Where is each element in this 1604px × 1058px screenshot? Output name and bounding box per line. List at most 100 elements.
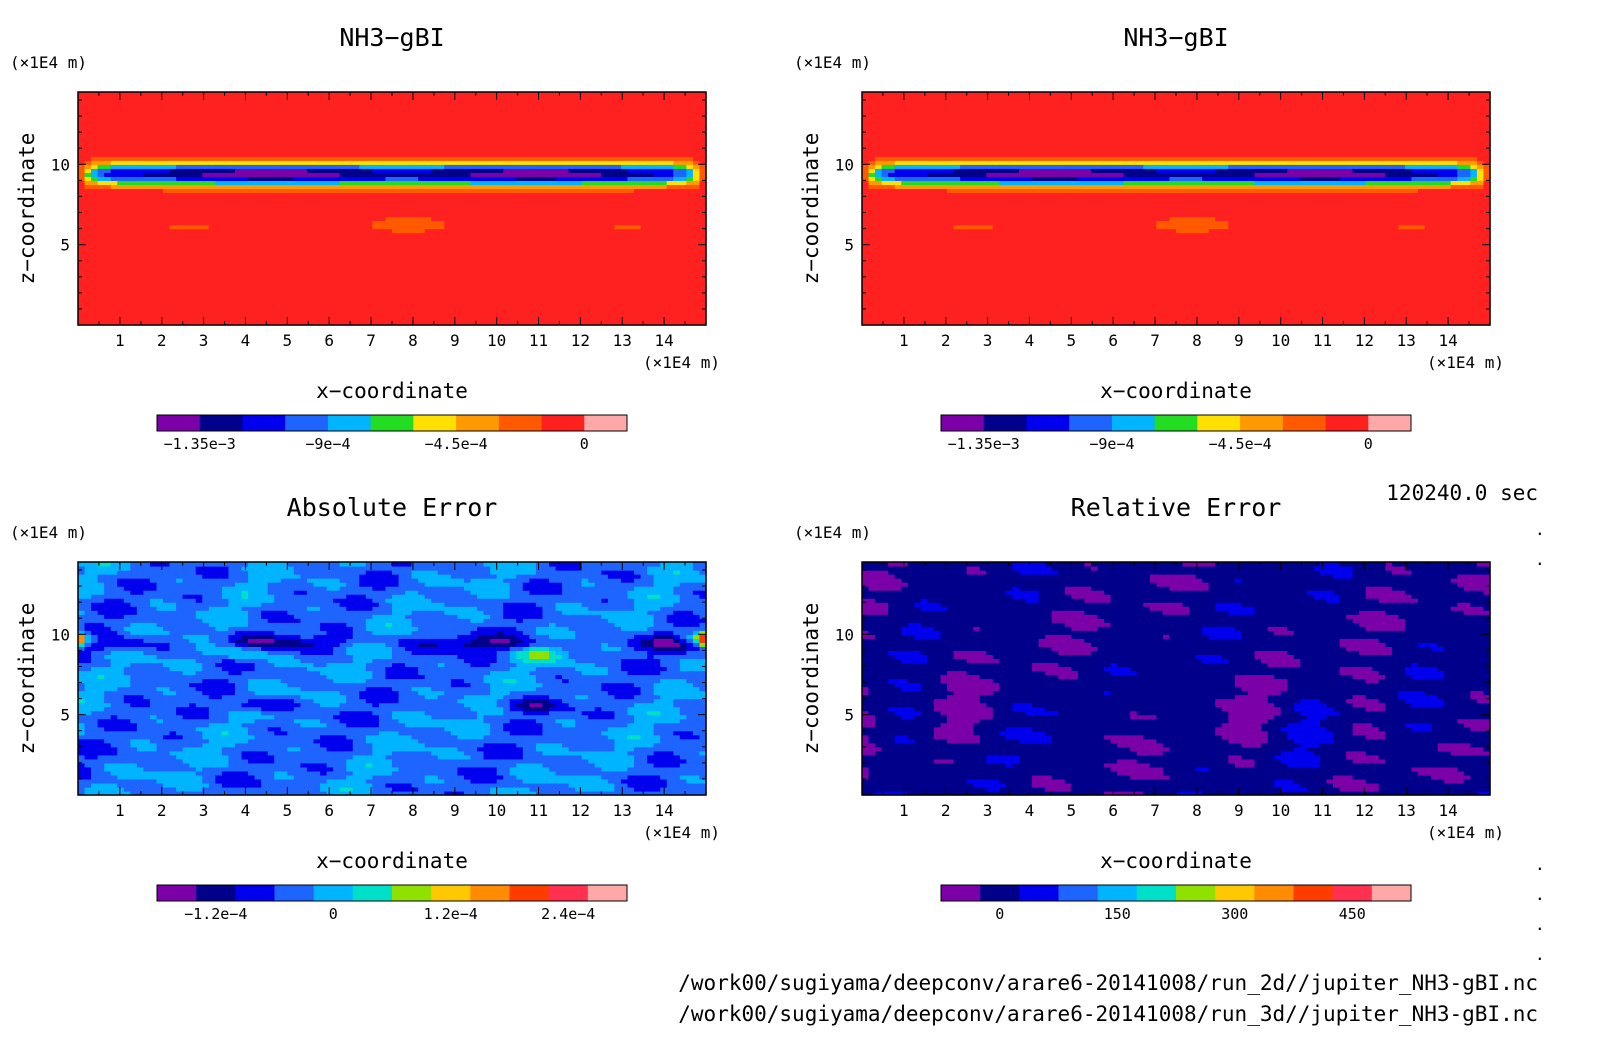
heatmap-cell [215, 225, 222, 230]
heatmap-cell [379, 309, 386, 314]
heatmap-cell [529, 281, 536, 286]
heatmap-cell [340, 148, 347, 153]
heatmap-cell [595, 184, 602, 189]
heatmap-cell [78, 124, 85, 129]
heatmap-cell [189, 112, 196, 117]
heatmap-cell [359, 188, 366, 193]
heatmap-cell [372, 261, 379, 266]
heatmap-cell [621, 273, 628, 278]
heatmap-cell [163, 289, 170, 294]
heatmap-cell [235, 104, 242, 109]
heatmap-cell [222, 144, 229, 149]
heatmap-cell [274, 180, 281, 185]
heatmap-cell [104, 277, 111, 282]
heatmap-cell [287, 261, 294, 266]
heatmap-cell [379, 301, 386, 306]
heatmap-cell [327, 237, 334, 242]
heatmap-cell [307, 204, 314, 209]
heatmap-cell [542, 176, 549, 181]
heatmap-cell [444, 168, 451, 173]
heatmap-cell [157, 96, 164, 101]
heatmap-cell [582, 281, 589, 286]
heatmap-cell [98, 160, 105, 165]
heatmap-cell [294, 164, 301, 169]
heatmap-cell [137, 245, 144, 250]
heatmap-cell [399, 289, 406, 294]
heatmap-cell [588, 209, 595, 214]
heatmap-cell [209, 176, 216, 181]
heatmap-cell [497, 309, 504, 314]
heatmap-cell [510, 277, 517, 282]
heatmap-cell [242, 156, 249, 161]
heatmap-cell [399, 200, 406, 205]
heatmap-cell [268, 209, 275, 214]
heatmap-cell [111, 148, 118, 153]
heatmap-cell [425, 140, 432, 145]
heatmap-cell [222, 241, 229, 246]
heatmap-cell [392, 273, 399, 278]
heatmap-cell [451, 180, 458, 185]
heatmap-cell [261, 196, 268, 201]
heatmap-cell [300, 241, 307, 246]
heatmap-cell [157, 313, 164, 318]
heatmap-cell [353, 277, 360, 282]
heatmap-cell [268, 188, 275, 193]
heatmap-cell [124, 313, 131, 318]
heatmap-cell [523, 172, 530, 177]
heatmap-cell [163, 140, 170, 145]
heatmap-cell [536, 317, 543, 322]
heatmap-cell [300, 160, 307, 165]
heatmap-cell [582, 245, 589, 250]
heatmap-cell [588, 301, 595, 306]
heatmap-cell [137, 313, 144, 318]
heatmap-cell [85, 120, 92, 125]
heatmap-cell [634, 156, 641, 161]
heatmap-cell [248, 144, 255, 149]
heatmap-cell [307, 168, 314, 173]
heatmap-cell [137, 257, 144, 262]
heatmap-cell [215, 108, 222, 113]
heatmap-cell [542, 309, 549, 314]
heatmap-cell [78, 269, 85, 274]
heatmap-cell [536, 253, 543, 258]
heatmap-cell [104, 237, 111, 242]
heatmap-cell [569, 241, 576, 246]
heatmap-cell [170, 305, 177, 310]
heatmap-cell [451, 112, 458, 117]
heatmap-cell [333, 293, 340, 298]
heatmap-cell [477, 221, 484, 226]
heatmap-cell [137, 176, 144, 181]
heatmap-cell [510, 104, 517, 109]
heatmap-cell [124, 309, 131, 314]
heatmap-cell [569, 100, 576, 105]
heatmap-cell [176, 140, 183, 145]
heatmap-cell [582, 144, 589, 149]
heatmap-cell [170, 196, 177, 201]
heatmap-cell [294, 233, 301, 238]
heatmap-cell [477, 277, 484, 282]
heatmap-cell [78, 213, 85, 218]
heatmap-cell [202, 136, 209, 141]
heatmap-cell [111, 196, 118, 201]
heatmap-cell [503, 293, 510, 298]
heatmap-cell [104, 273, 111, 278]
heatmap-cell [425, 253, 432, 258]
heatmap-cell [510, 301, 517, 306]
heatmap-cell [608, 176, 615, 181]
heatmap-cell [405, 144, 412, 149]
heatmap-cell [327, 301, 334, 306]
heatmap-cell [228, 184, 235, 189]
heatmap-cell [516, 200, 523, 205]
heatmap-cell [529, 229, 536, 234]
heatmap-cell [346, 261, 353, 266]
heatmap-cell [215, 221, 222, 226]
heatmap-cell [366, 164, 373, 169]
heatmap-cell [111, 160, 118, 165]
heatmap-cell [385, 265, 392, 270]
heatmap-cell [425, 104, 432, 109]
heatmap-cell [484, 233, 491, 238]
heatmap-cell [196, 180, 203, 185]
heatmap-cell [340, 192, 347, 197]
heatmap-cell [294, 273, 301, 278]
heatmap-cell [549, 281, 556, 286]
